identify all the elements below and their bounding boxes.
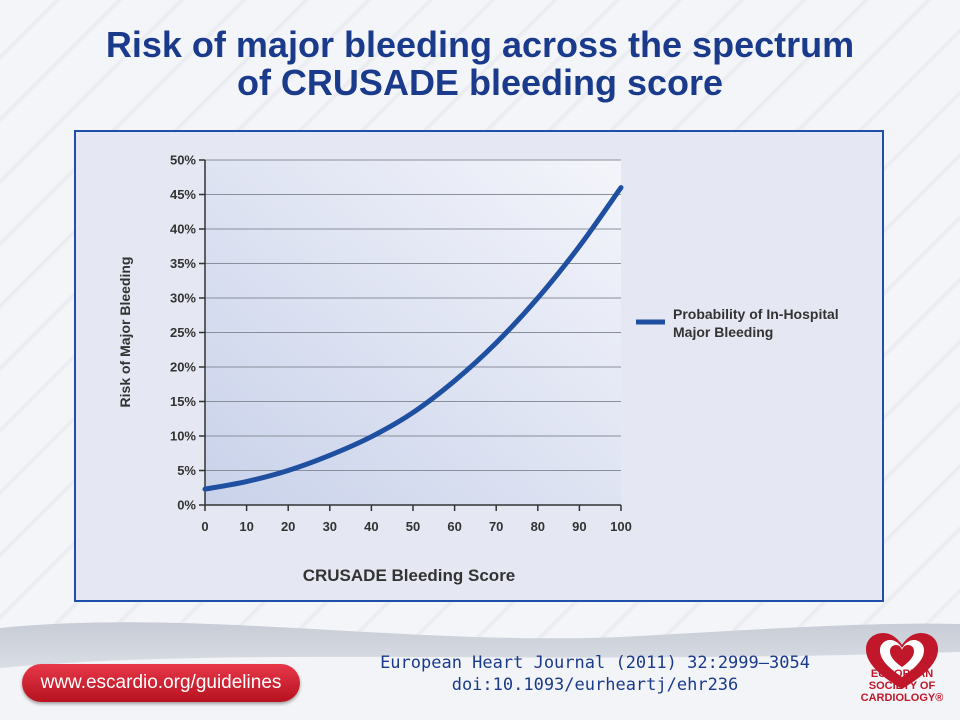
legend-label-line-2: Major Bleeding xyxy=(673,324,773,340)
y-tick-label: 20% xyxy=(170,360,196,375)
citation-doi: doi:10.1093/eurheartj/ehr236 xyxy=(451,675,739,695)
series-line-major-bleeding xyxy=(202,185,624,492)
y-tick-label: 40% xyxy=(170,222,196,237)
chart-panel: 0% 5% 10% 15% 20% 25% 30% 35% 40% 45% 50% 0 10 20 30 4… xyxy=(74,130,884,602)
y-axis-label: Risk of Major Bleeding xyxy=(117,257,133,408)
x-tick-label: 90 xyxy=(572,519,586,534)
y-tick-label: 15% xyxy=(170,394,196,409)
title-line-2: of CRUSADE bleeding score xyxy=(236,62,724,103)
y-axis-ticks: 0% 5% 10% 15% 20% 25% 30% 35% 40% 45% 50% xyxy=(170,153,205,513)
x-tick-label: 80 xyxy=(531,519,545,534)
x-tick-label: 0 xyxy=(201,519,208,534)
x-axis-label: CRUSADE Bleeding Score xyxy=(303,566,516,585)
grid-lines xyxy=(205,159,621,471)
y-tick-label: 30% xyxy=(170,291,196,306)
logo-line-2: SOCIETY OF xyxy=(868,680,936,692)
x-tick-label: 20 xyxy=(281,519,295,534)
logo-line-1: EUROPEAN xyxy=(870,668,934,680)
x-tick-label: 40 xyxy=(364,519,378,534)
y-tick-label: 10% xyxy=(170,429,196,444)
x-tick-label: 70 xyxy=(489,519,503,534)
x-tick-label: 50 xyxy=(406,519,420,534)
y-tick-label: 50% xyxy=(170,153,196,168)
y-tick-label: 5% xyxy=(177,463,196,478)
x-tick-label: 100 xyxy=(610,519,632,534)
heart-logo-icon xyxy=(866,633,938,689)
y-tick-label: 45% xyxy=(170,187,196,202)
y-tick-label: 0% xyxy=(177,498,196,513)
citation-journal: European Heart Journal (2011) 32:2999–30… xyxy=(380,653,810,673)
logo-line-3: CARDIOLOGY® xyxy=(860,692,944,704)
slide-title: Risk of major bleeding across the spectr… xyxy=(0,26,960,102)
y-tick-label: 35% xyxy=(170,256,196,271)
esc-logo-text: EUROPEAN SOCIETY OF CARDIOLOGY® xyxy=(848,668,956,704)
x-tick-label: 10 xyxy=(239,519,253,534)
x-axis-ticks: 0 10 20 30 40 50 60 70 80 90 100 xyxy=(201,505,632,534)
guidelines-url-link[interactable]: www.escardio.org/guidelines xyxy=(22,664,300,702)
risk-chart: 0% 5% 10% 15% 20% 25% 30% 35% 40% 45% 50% 0 10 20 30 4… xyxy=(117,153,839,586)
x-tick-label: 60 xyxy=(447,519,461,534)
title-line-1: Risk of major bleeding across the spectr… xyxy=(105,24,855,65)
y-tick-label: 25% xyxy=(170,325,196,340)
x-tick-label: 30 xyxy=(323,519,337,534)
legend-label-line-1: Probability of In-Hospital xyxy=(673,306,839,322)
citation: European Heart Journal (2011) 32:2999–30… xyxy=(360,652,830,696)
